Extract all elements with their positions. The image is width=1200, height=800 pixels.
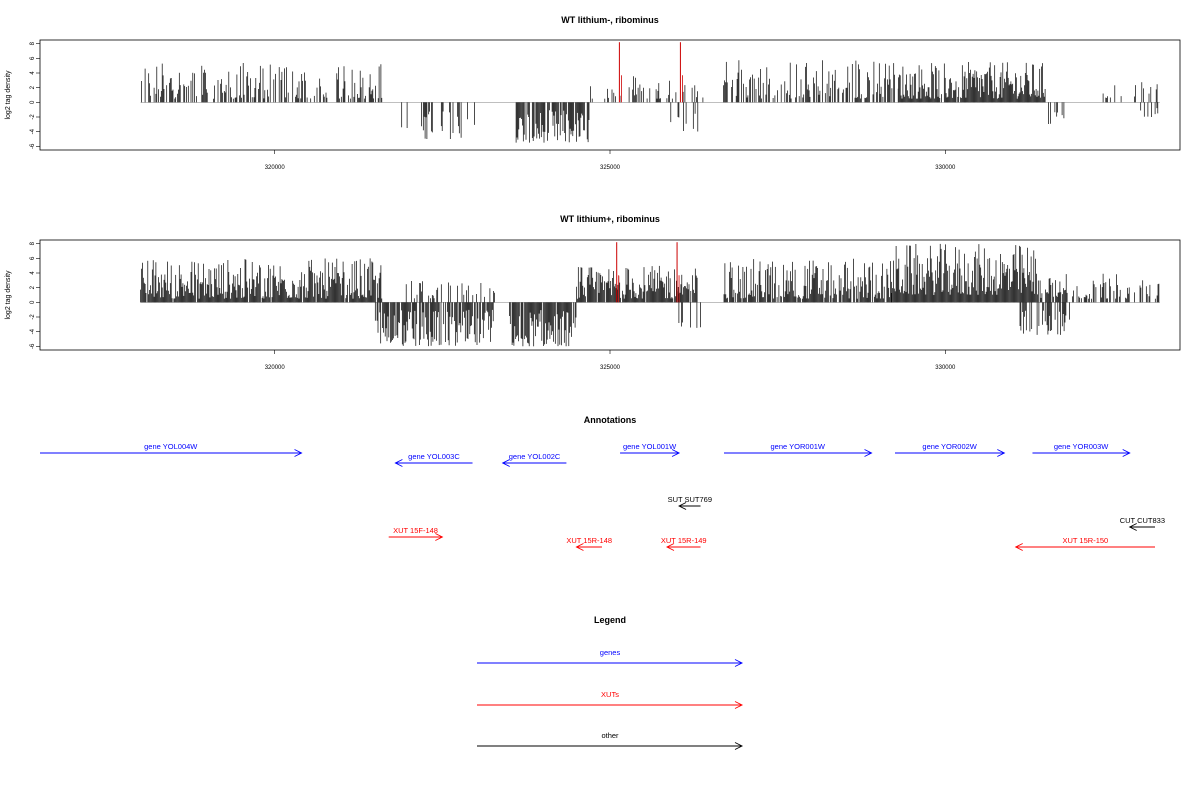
chart-title: WT lithium-, ribominus <box>561 15 659 25</box>
feature-gene: gene YOR003W <box>1032 442 1131 457</box>
feature-gene: gene YOL003C <box>394 452 473 467</box>
y-tick-label: -4 <box>30 328 36 334</box>
arrowhead <box>678 502 687 510</box>
panel-1: WT lithium+, ribominus 8 6 4 2 0 -2 -4 -6 log2 ta… <box>5 214 1181 371</box>
y-tick-label: -4 <box>30 128 36 134</box>
panel-0: WT lithium-, ribominus 8 6 4 2 0 -2 -4 -6 log2 ta… <box>5 15 1181 171</box>
arrowhead <box>1128 523 1137 531</box>
y-tick-label: 2 <box>30 285 36 289</box>
y-tick-label: -2 <box>30 114 36 120</box>
y-tick-label: 8 <box>30 241 36 245</box>
y-tick-label: 4 <box>30 71 36 75</box>
x-tick-label: 325000 <box>600 165 621 171</box>
annotations-title: Annotations <box>584 415 637 425</box>
feature-label: SUT SUT769 <box>668 495 712 504</box>
arrowhead <box>394 459 403 467</box>
y-axis-label: log2 tag density <box>5 70 12 120</box>
x-tick-label: 330000 <box>935 365 956 371</box>
feature-label: gene YOL004W <box>144 442 198 451</box>
y-tick-label: 0 <box>30 300 36 304</box>
feature-gene: gene YOL001W <box>620 442 681 457</box>
legend-item: XUTs <box>477 690 744 709</box>
chart-title: WT lithium+, ribominus <box>560 214 660 224</box>
feature-other: CUT CUT833 <box>1120 516 1165 531</box>
feature-gene: gene YOR002W <box>895 442 1006 457</box>
feature-xut: XUT 15R-150 <box>1014 536 1155 551</box>
feature-label: gene YOR002W <box>922 442 977 451</box>
legend-arrowhead <box>734 701 744 709</box>
arrowhead <box>294 449 303 457</box>
legend-label: other <box>601 731 619 740</box>
arrowhead <box>1014 543 1023 551</box>
arrowhead <box>665 543 675 551</box>
feature-label: XUT 15R-149 <box>661 536 707 545</box>
feature-gene: gene YOL004W <box>40 442 303 457</box>
arrowhead <box>501 459 510 467</box>
legend-panel: Legend genes XUTs other <box>477 615 744 750</box>
legend-arrowhead <box>734 742 744 750</box>
feature-label: XUT 15F-148 <box>393 526 438 535</box>
density-bars <box>140 243 1160 347</box>
arrowhead <box>575 543 584 551</box>
y-tick-label: 6 <box>30 56 36 60</box>
feature-xut: XUT 15F-148 <box>388 526 444 541</box>
arrowhead <box>671 449 681 457</box>
feature-label: gene YOR003W <box>1054 442 1109 451</box>
feature-label: CUT CUT833 <box>1120 516 1165 525</box>
legend-title: Legend <box>594 615 626 625</box>
y-tick-label: -2 <box>30 314 36 320</box>
feature-label: XUT 15R-148 <box>566 536 612 545</box>
x-tick-label: 320000 <box>265 365 286 371</box>
y-tick-label: 6 <box>30 256 36 260</box>
x-tick-label: 325000 <box>600 365 621 371</box>
feature-label: gene YOR001W <box>771 442 826 451</box>
y-tick-label: 2 <box>30 85 36 89</box>
feature-gene: gene YOL002C <box>501 452 567 467</box>
legend-item: other <box>477 731 744 750</box>
y-tick-label: 0 <box>30 100 36 104</box>
feature-label: XUT 15R-150 <box>1062 536 1108 545</box>
y-tick-label: 8 <box>30 41 36 45</box>
feature-xut: XUT 15R-148 <box>566 536 612 551</box>
density-bars <box>141 60 1159 143</box>
feature-xut: XUT 15R-149 <box>661 536 707 551</box>
legend-label: XUTs <box>601 690 619 699</box>
x-tick-label: 320000 <box>265 165 286 171</box>
y-tick-label: -6 <box>30 143 36 149</box>
feature-label: gene YOL003C <box>408 452 460 461</box>
feature-label: gene YOL002C <box>509 452 561 461</box>
y-axis-label: log2 tag density <box>5 270 12 320</box>
feature-gene: gene YOR001W <box>724 442 873 457</box>
legend-label: genes <box>600 648 621 657</box>
arrowhead <box>864 449 873 457</box>
annotations-panel: Annotations gene YOL004W gene YOL003C gene… <box>40 415 1165 551</box>
arrowhead <box>435 533 444 541</box>
y-tick-label: -6 <box>30 343 36 349</box>
feature-label: gene YOL001W <box>623 442 677 451</box>
x-tick-label: 330000 <box>935 165 956 171</box>
y-tick-label: 4 <box>30 271 36 275</box>
legend-item: genes <box>477 648 744 667</box>
arrowhead <box>1122 449 1131 457</box>
arrowhead <box>997 449 1006 457</box>
feature-other: SUT SUT769 <box>668 495 712 510</box>
legend-arrowhead <box>734 659 744 667</box>
